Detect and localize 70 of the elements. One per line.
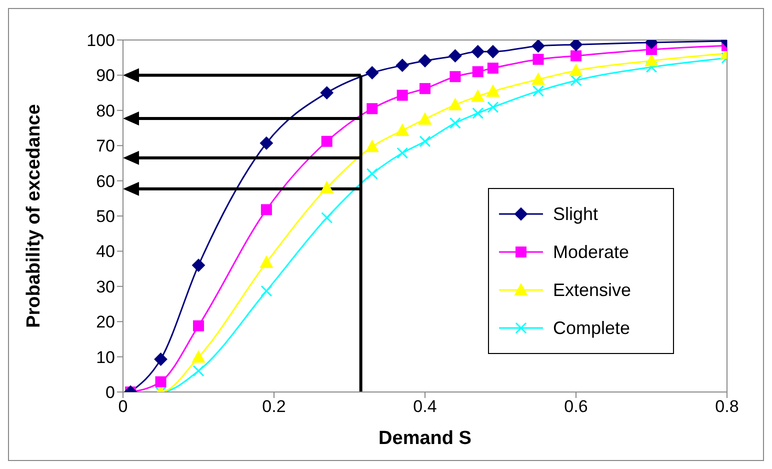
point xyxy=(396,147,408,159)
point xyxy=(366,103,378,114)
point xyxy=(321,136,332,147)
point xyxy=(646,61,658,73)
point xyxy=(471,90,484,102)
point xyxy=(570,40,582,52)
point xyxy=(193,320,204,332)
x-tick-label: 0 xyxy=(118,397,128,416)
y-tick-label: 80 xyxy=(96,101,115,120)
y-tick-label: 20 xyxy=(96,312,115,332)
point xyxy=(260,285,272,297)
point xyxy=(420,83,430,94)
point xyxy=(260,256,273,268)
point xyxy=(448,98,462,110)
point xyxy=(366,66,379,80)
point xyxy=(366,140,379,152)
point xyxy=(450,71,461,82)
y-tick-label: 70 xyxy=(96,136,115,156)
point xyxy=(260,136,273,150)
point xyxy=(321,212,333,224)
y-tick-label: 30 xyxy=(96,277,115,296)
point xyxy=(471,45,484,58)
point xyxy=(419,136,431,148)
point xyxy=(532,85,544,97)
point xyxy=(486,84,500,97)
y-tick-label: 100 xyxy=(86,31,115,50)
point xyxy=(192,350,205,363)
point xyxy=(396,124,409,136)
legend-label: Complete xyxy=(553,318,630,338)
point xyxy=(645,54,658,66)
point xyxy=(570,50,582,62)
point xyxy=(472,66,484,78)
point xyxy=(418,112,432,125)
point xyxy=(154,352,168,366)
point xyxy=(396,90,408,101)
y-tick-label: 50 xyxy=(96,207,115,226)
x-tick-label: 0.6 xyxy=(564,397,588,416)
y-tick-label: 0 xyxy=(106,383,115,402)
point xyxy=(448,49,462,62)
y-axis-title: Probability of excedance xyxy=(24,104,45,328)
x-tick-label: 0.4 xyxy=(413,397,437,416)
y-tick-label: 90 xyxy=(96,66,115,86)
point xyxy=(487,62,498,74)
x-tick-label: 0.2 xyxy=(262,397,286,416)
point xyxy=(472,107,484,119)
point xyxy=(320,181,334,194)
point xyxy=(532,72,545,85)
legend-label: Moderate xyxy=(553,242,630,262)
point xyxy=(487,101,499,113)
point xyxy=(449,117,461,129)
point xyxy=(532,40,545,52)
legend-label: Slight xyxy=(553,204,598,224)
y-tick-label: 10 xyxy=(96,348,115,367)
point xyxy=(570,64,582,76)
point xyxy=(366,168,378,180)
y-tick-label: 60 xyxy=(96,172,115,191)
point xyxy=(532,54,544,65)
y-tick-label: 40 xyxy=(96,242,115,262)
x-axis-title: Demand S xyxy=(378,428,472,449)
point xyxy=(260,204,272,216)
point xyxy=(192,365,204,377)
legend-label: Extensive xyxy=(553,280,632,300)
point xyxy=(320,86,334,100)
point xyxy=(418,54,432,68)
point xyxy=(192,258,205,272)
point xyxy=(570,74,582,86)
point xyxy=(396,58,409,72)
x-tick-label: 0.8 xyxy=(715,397,739,416)
point xyxy=(155,376,166,388)
point xyxy=(486,45,500,58)
